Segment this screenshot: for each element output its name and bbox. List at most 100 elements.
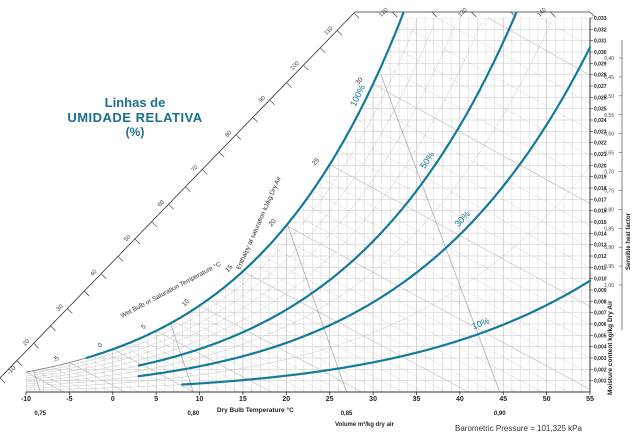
volume-axis-label: Volume m³/kg dry air [335,421,395,428]
enthalpy-tick [269,99,275,106]
y-tick-label: 0,032 [594,27,607,33]
rh-gridline [26,24,434,377]
enthalpy-tick-label: 20 [22,338,31,347]
enthalpy-tick [303,64,309,71]
label-layer: 100%50%30%10% [348,83,491,331]
enthalpy-tick [117,256,124,262]
wet-bulb-gridline [390,44,590,392]
y-tick-label: 0,013 [594,243,607,249]
wet-bulb-gridline [234,278,446,392]
rh-gridline [26,23,456,379]
enthalpy-tick-label: 130 [457,7,469,19]
title-line-2: UMIDADE RELATIVA [67,110,203,125]
shf-tick-label: 0,90 [604,245,614,251]
wet-bulb-gridline [416,18,590,392]
rh-curve-label: 10% [471,316,491,332]
y-tick-label: 0,004 [594,345,607,351]
y-tick-label: 0,031 [594,39,607,45]
x-tick-label: 40 [456,396,464,403]
wet-bulb-gridline [51,366,100,392]
enthalpy-tick-label: 30 [56,303,65,312]
y-tick-label: 0,025 [594,107,607,113]
rh-gridline [26,21,417,375]
y-tick-label: 0,011 [594,265,606,271]
wet-bulb-gridline [95,354,166,392]
enthalpy-tick [33,343,39,349]
wet-bulb-gridline [242,271,469,392]
wet-bulb-gridline [69,362,126,392]
enthalpy-tick [185,186,191,193]
volume-tick-label: 0,75 [34,411,46,417]
y-tick-label: 0,014 [594,231,607,237]
y-tick-label: 0,020 [594,163,607,169]
title-line-1: Linhas de [104,95,166,110]
enthalpy-tick [336,30,343,36]
x-tick-label: 10 [196,396,204,403]
wet-bulb-gridline [407,18,590,392]
enthalpy-tick-label: 70 [191,164,200,173]
y-tick-label: 0,012 [594,254,607,260]
volume-tick-label: 0,85 [341,411,353,417]
wet-bulb-gridline [329,164,590,392]
shf-tick-label: 0,40 [604,56,614,62]
y-tick-label: 0,028 [594,73,607,79]
enthalpy-tick-label: 120 [378,7,390,19]
rh-gridline [26,22,482,381]
enthalpy-tick-label: 50 [123,234,132,243]
wet-bulb-tick-label: 30 [354,76,364,86]
rh-gridline [26,21,552,385]
enthalpy-tick [252,117,259,123]
enthalpy-tick [134,238,141,245]
enthalpy-tick-label: 60 [157,199,166,208]
enthalpy-tick [589,11,596,18]
wet-bulb-gridline [286,225,590,392]
wet-bulb-gridline [147,334,256,392]
x-tick-label: 25 [326,396,334,403]
rh-curves [85,11,592,386]
enthalpy-tick [168,203,174,210]
rh-curve-10 [181,279,592,386]
x-tick-label: 50 [543,396,551,403]
rh-gridline [26,165,590,389]
enthalpy-scale-axis [0,11,356,379]
wet-bulb-tick-label: 20 [268,218,278,228]
y-tick-label: 0,027 [594,84,607,90]
x-tick-label: 0 [111,396,115,403]
wet-bulb-gridline [381,64,590,392]
y-tick-label: 0,009 [594,288,607,294]
wet-bulb-gridline [338,149,590,392]
y-tick-label: 0,021 [594,152,607,158]
x-tick-label: 20 [282,396,290,403]
x-tick-label: 45 [499,396,507,403]
shf-tick-label: 0,80 [604,207,614,213]
wet-bulb-gridline [277,235,568,392]
enthalpy-tick [84,290,90,297]
y-tick-label: 0,022 [594,141,607,147]
wet-bulb-tick-label: 0 [97,342,105,350]
enthalpy-tick [286,82,292,88]
wet-bulb-gridline [503,18,590,392]
wet-bulb-gridline [190,311,343,392]
wet-bulb-gridline [86,357,152,392]
rh-curve-30 [137,46,592,378]
y-tick-label: 0,030 [594,50,607,56]
wet-bulb-gridline [355,118,590,392]
y-tick-label: 0,026 [594,95,607,101]
wet-bulb-gridline [156,330,272,392]
shf-tick-label: 0,50 [604,94,614,100]
x-tick-label: -5 [66,396,72,403]
enthalpy-tick-label: 110 [324,25,335,37]
wet-bulb-gridline [312,190,590,392]
y-tick-label: 0,017 [594,197,607,203]
shf-tick-label: 0,65 [604,151,614,157]
wet-bulb-gridline [216,292,403,392]
volume-gridline [26,74,41,392]
rh-curve-50 [137,11,518,367]
y-tick-label: 0,018 [594,186,607,192]
y-tick-label: 0,016 [594,209,607,215]
wet-bulb-gridline [60,364,113,392]
chart-title: Linhas de UMIDADE RELATIVA (%) [60,95,210,139]
wet-bulb-tick-label: 25 [311,157,321,167]
enthalpy-tick-label: 140 [537,7,549,19]
wet-bulb-tick-label: -5 [52,355,61,364]
